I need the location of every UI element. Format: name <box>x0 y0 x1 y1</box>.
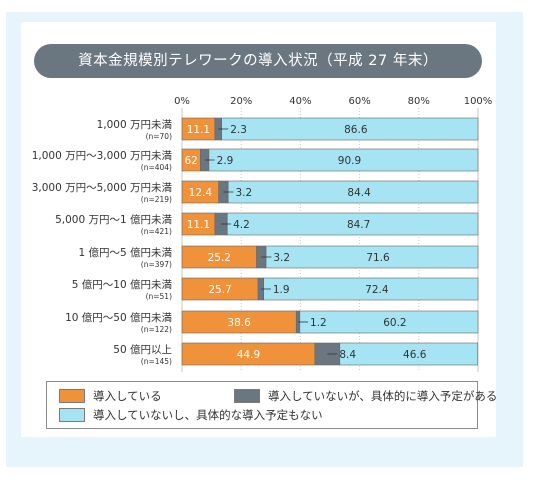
category-label: 5 億円～10 億円未満 <box>72 278 173 291</box>
data-label: 90.9 <box>338 155 361 167</box>
data-label: 25.2 <box>208 252 231 264</box>
category-label: 1,000 万円～3,000 万円未満 <box>32 150 173 162</box>
legend-label-planned: 導入していないが、具体的に導入予定がある <box>268 389 498 403</box>
category-label: 10 億円～50 億円未満 <box>65 311 172 324</box>
category-label: 1,000 万円未満 <box>97 119 173 131</box>
category-n-label: (n=70) <box>146 132 173 141</box>
category-n-label: (n=145) <box>141 357 172 366</box>
legend: 導入している 導入していないが、具体的に導入予定がある 導入していないし、具体的… <box>46 381 497 429</box>
data-label: 60.2 <box>383 317 406 329</box>
category-label: 3,000 万円～5,000 万円未満 <box>32 182 173 194</box>
category-n-label: (n=122) <box>141 325 172 334</box>
data-label: 4.2 <box>233 219 250 231</box>
data-label: 38.6 <box>227 317 251 329</box>
data-label: 2.9 <box>217 155 234 167</box>
x-tick-label: 0% <box>174 96 190 107</box>
data-label: 1.9 <box>273 284 290 296</box>
legend-label-not-planned: 導入していないし、具体的な導入予定もない <box>93 408 323 422</box>
category-n-label: (n=51) <box>146 292 173 301</box>
data-label: 84.7 <box>347 219 370 231</box>
data-label: 72.4 <box>365 284 389 296</box>
data-label: 25.7 <box>208 284 231 296</box>
category-label: 50 億円以上 <box>113 343 172 356</box>
data-label: 84.4 <box>347 187 371 199</box>
x-tick-label: 80% <box>408 96 430 107</box>
category-label: 1 億円～5 億円未満 <box>78 246 172 259</box>
x-tick-label: 20% <box>230 96 252 107</box>
chart-title: 資本金規模別テレワークの導入状況（平成 27 年末） <box>34 44 482 78</box>
category-n-label: (n=219) <box>141 195 172 204</box>
legend-swatch-not-planned <box>59 408 85 422</box>
data-label: 11.1 <box>187 219 210 231</box>
bar-segment <box>339 342 479 366</box>
data-label: 46.6 <box>403 349 427 361</box>
category-n-label: (n=397) <box>141 260 172 269</box>
legend-label-adopted: 導入している <box>93 389 162 403</box>
data-label: 11.1 <box>187 124 210 136</box>
legend-item-planned: 導入していないが、具体的に導入予定がある <box>234 387 497 405</box>
data-label: 3.2 <box>235 187 252 199</box>
legend-item-adopted: 導入している <box>59 387 162 405</box>
data-label: 12.4 <box>189 187 213 199</box>
category-n-label: (n=421) <box>141 227 172 236</box>
data-label: 44.9 <box>237 349 260 361</box>
data-label: 2.3 <box>230 124 247 136</box>
data-label: 1.2 <box>310 317 327 329</box>
data-label: 8.4 <box>339 349 356 361</box>
category-label: 5,000 万円～1 億円未満 <box>55 213 172 226</box>
data-label: 3.2 <box>273 252 290 264</box>
legend-item-not-planned: 導入していないし、具体的な導入予定もない <box>59 406 323 424</box>
x-tick-label: 60% <box>348 96 370 107</box>
legend-swatch-adopted <box>59 389 85 403</box>
x-tick-label: 100% <box>464 96 493 107</box>
category-n-label: (n=404) <box>141 163 172 172</box>
data-label: 71.6 <box>366 252 390 264</box>
legend-swatch-planned <box>234 389 260 403</box>
x-tick-label: 40% <box>289 96 311 107</box>
data-label: 86.6 <box>344 124 368 136</box>
data-label: 62 <box>184 155 197 167</box>
